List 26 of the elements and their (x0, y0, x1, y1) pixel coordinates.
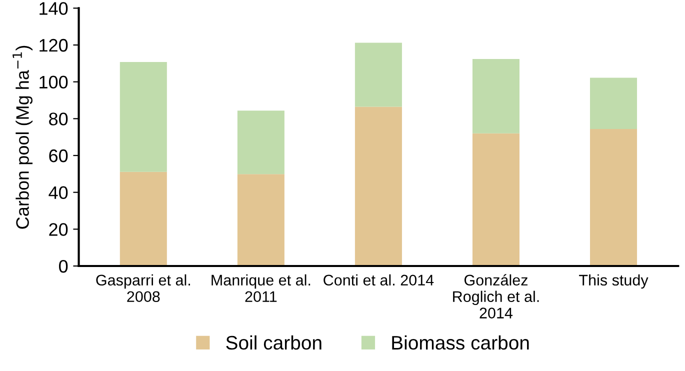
bar (590, 78, 638, 129)
legend-label: Biomass carbon (392, 335, 529, 350)
y-tick-label: 120 (40, 38, 68, 52)
bar (354, 106, 402, 266)
y-tick-label: 140 (40, 2, 68, 15)
bar (237, 110, 284, 174)
x-tick-label: González Roglich et al. 2014 (453, 274, 539, 318)
y-tick-label: 60 (49, 149, 68, 162)
y-axis-title: Carbon pool (Mg ha$^{−1}$) (12, 46, 33, 229)
bar (354, 42, 402, 107)
x-tick-label: This study (579, 274, 648, 289)
y-tick-label: 80 (49, 112, 68, 126)
y-tick-label: 40 (48, 186, 68, 200)
y-tick-label: 20 (49, 223, 68, 236)
bar (120, 172, 167, 266)
bar (472, 133, 520, 266)
bar (472, 58, 520, 134)
bar (237, 174, 284, 266)
x-tick-label: Gasparri et al. 2008 (96, 274, 190, 302)
y-tick-label: 0 (59, 260, 68, 273)
x-tick-label: Manrique et al. 2011 (212, 274, 310, 302)
bar (590, 128, 638, 266)
legend-label: Soil carbon (226, 335, 322, 350)
bar (120, 62, 167, 172)
x-tick-label: Conti et al. 2014 (324, 274, 434, 286)
y-tick-label: 100 (40, 76, 68, 89)
